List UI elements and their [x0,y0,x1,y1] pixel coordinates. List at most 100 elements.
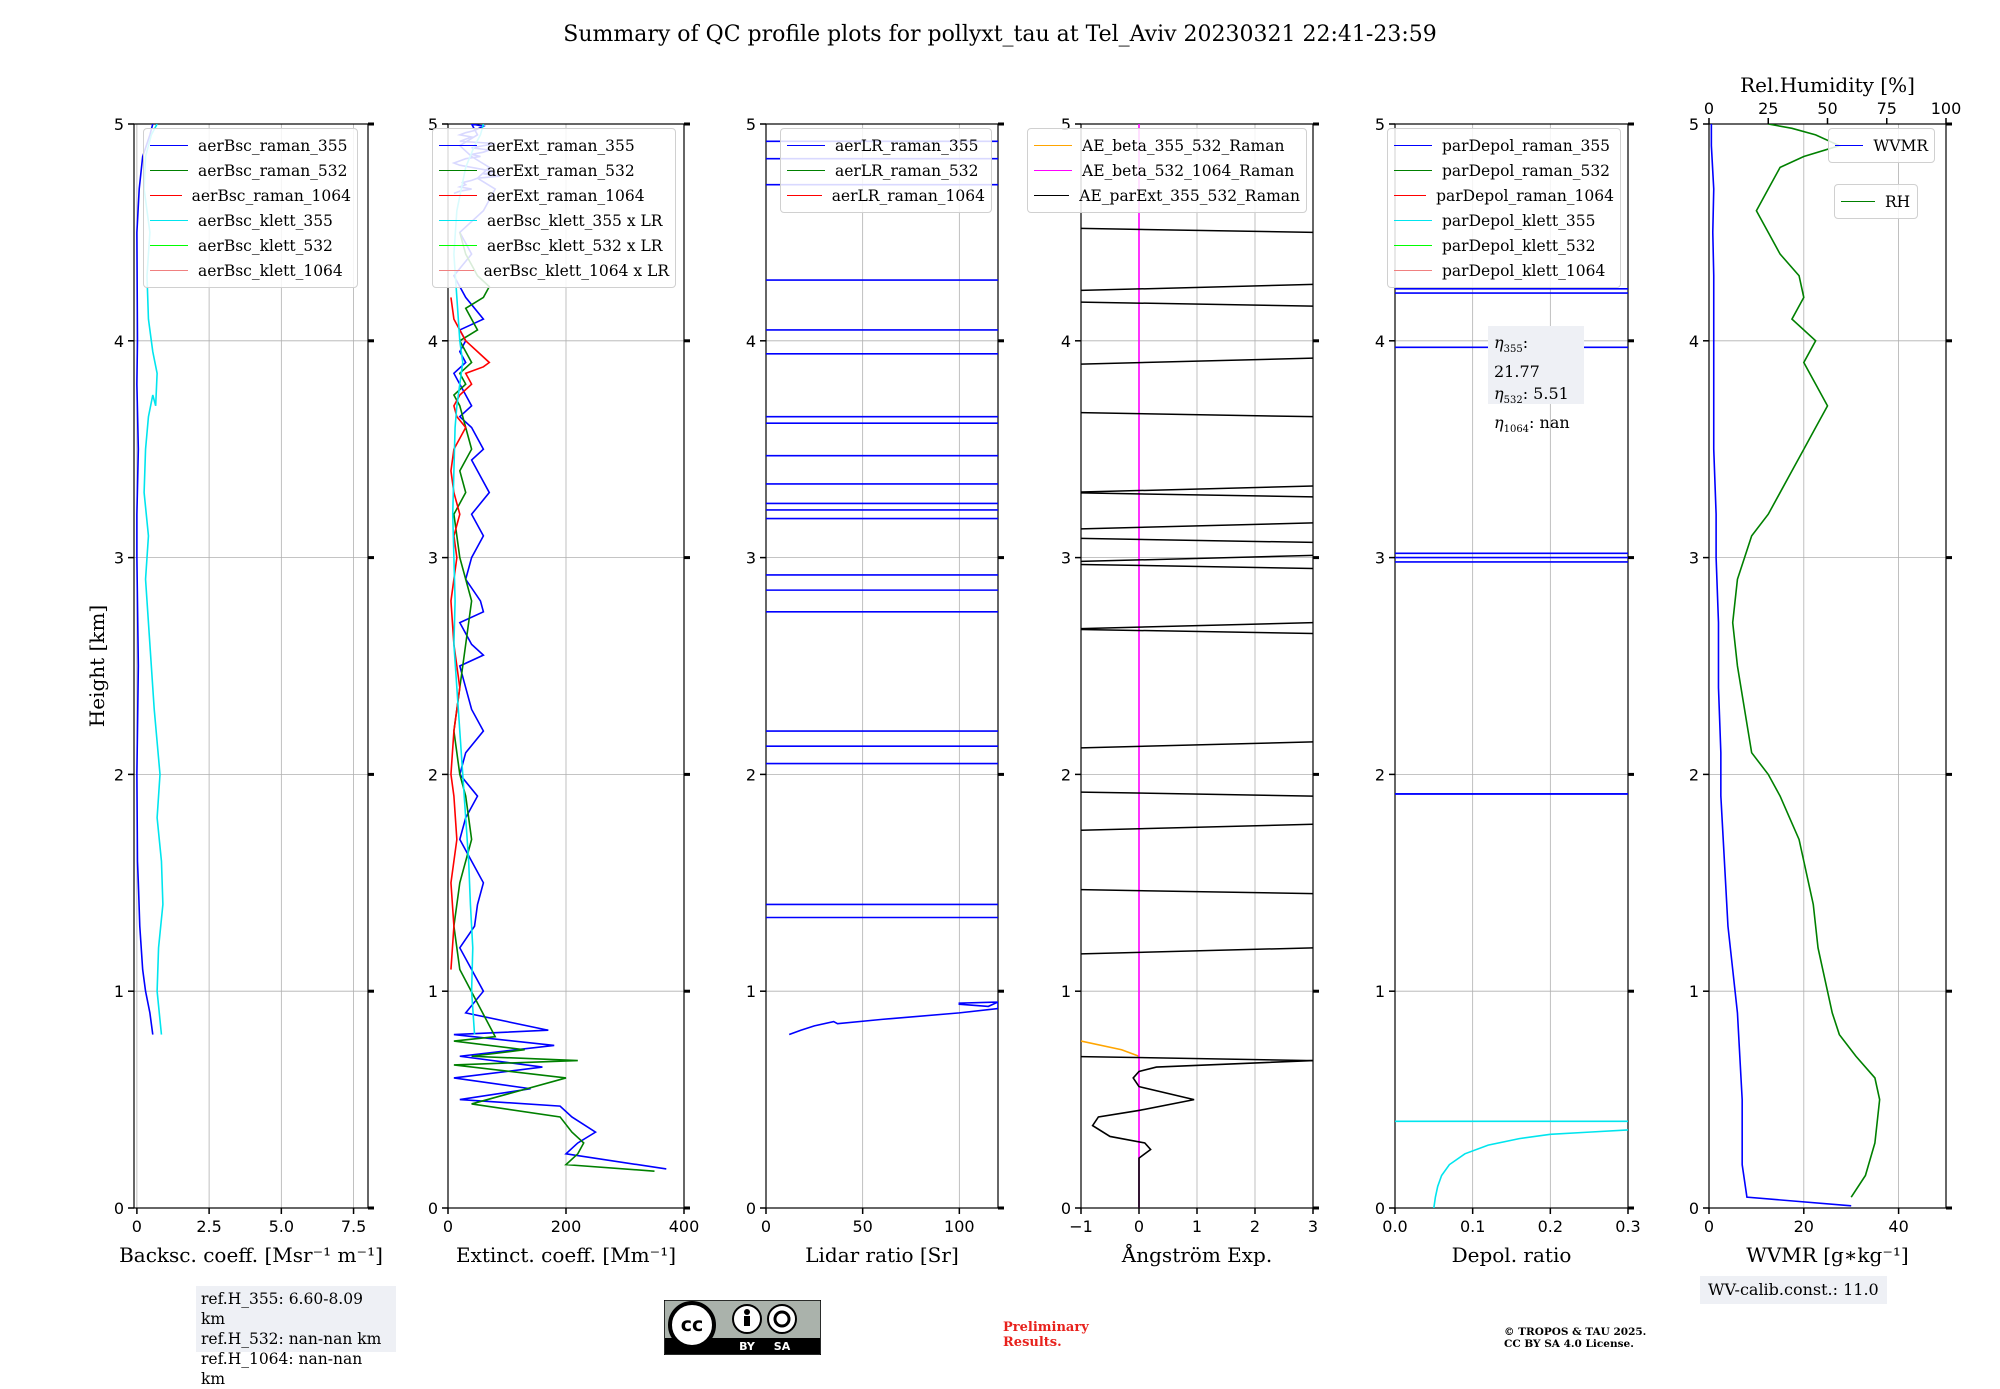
lr-legend: aerLR_raman_355 aerLR_raman_532 aerLR_rama… [780,128,992,213]
legend-entry: aerExt_raman_1064 [439,183,669,208]
ae-xtick-label: −1 [1069,1217,1093,1236]
lr-xtick-label: 100 [944,1217,975,1236]
ae-series-segment [1080,791,1314,797]
ae-xtick-label: 2 [1250,1217,1260,1236]
wv-axes-frame [1708,123,1947,1209]
ext-series-aerext-raman-532 [452,232,655,1172]
legend-entry: aerBsc_klett_1064 [150,258,351,283]
bsc-ytick-label: 5 [114,115,124,134]
rh-legend: RH [1834,184,1918,219]
wv-legend: WVMR [1828,128,1935,163]
ext-ytick-label: 5 [428,115,438,134]
depol-xlabel: Depol. ratio [1452,1243,1572,1267]
ae-ytick-label: 1 [1061,982,1071,1001]
wv-series-rh [1731,124,1881,1198]
legend-label: AE_beta_532_1064_Raman [1082,161,1295,180]
ae-series-segment [1080,485,1314,493]
bsc-ytick-label: 1 [114,982,124,1001]
lr-ytick-label: 0 [746,1199,756,1218]
wv-ytick-label: 1 [1689,982,1699,1001]
depol-xtick-label: 0.3 [1615,1217,1640,1236]
depol-series-pardepol-klett-355 [1433,1129,1628,1208]
copyright-note: © TROPOS & TAU 2025. CC BY SA 4.0 Licens… [1504,1326,1647,1350]
ae-series-segment [1080,357,1314,365]
bsc-axes-frame [133,123,369,1209]
legend-label: aerBsc_klett_355 x LR [487,211,663,230]
legend-swatch [1394,170,1432,171]
ae-series-segment [1080,563,1314,570]
wv-ytick-label: 4 [1689,332,1699,351]
ae-xlabel: Ångström Exp. [1121,1242,1272,1267]
legend-swatch [1394,195,1427,196]
legend-label: aerBsc_klett_532 x LR [487,236,663,255]
lr-axes-frame [765,123,999,1209]
wv-ytick-label: 2 [1689,765,1699,784]
depol-xtick-label: 0.2 [1538,1217,1563,1236]
legend-label: aerBsc_raman_355 [198,136,348,155]
ext-xtick-label: 0 [443,1217,453,1236]
legend-label: parDepol_raman_1064 [1436,186,1614,205]
legend-swatch [439,220,477,221]
svg-text:cc: cc [681,1314,704,1336]
legend-swatch [150,270,188,271]
depol-ytick-label: 5 [1375,115,1385,134]
legend-entry: parDepol_klett_532 [1394,233,1614,258]
legend-entry: parDepol_raman_532 [1394,158,1614,183]
lr-ytick-label: 5 [746,115,756,134]
legend-swatch [1394,145,1432,146]
lr-xlabel: Lidar ratio [Sr] [805,1243,959,1267]
legend-swatch [150,220,188,221]
ae-series-segment [1080,554,1314,563]
preliminary-results-note: Preliminary Results. [1003,1320,1089,1350]
legend-swatch [1034,170,1072,171]
legend-swatch [1394,245,1432,246]
legend-label: AE_beta_355_532_Raman [1082,136,1285,155]
ref-height-1064: ref.H_1064: nan-nan km [201,1350,363,1388]
legend-entry: AE_parExt_355_532_Raman [1034,183,1300,208]
depol-xtick-label: 0.0 [1382,1217,1407,1236]
ext-ytick-label: 2 [428,765,438,784]
legend-entry: aerExt_raman_532 [439,158,669,183]
lr-xtick-label: 0 [761,1217,771,1236]
legend-label: parDepol_klett_1064 [1442,261,1606,280]
legend-swatch [787,170,825,171]
legend-entry: aerLR_raman_1064 [787,183,985,208]
ae-ytick-label: 0 [1061,1199,1071,1218]
legend-entry: AE_beta_355_532_Raman [1034,133,1300,158]
legend-entry: aerBsc_klett_355 x LR [439,208,669,233]
legend-swatch [439,195,477,196]
bsc-xtick-label: 5.0 [269,1217,294,1236]
ext-series-aerext-raman-1064 [450,297,491,970]
ref-height-355: ref.H_355: 6.60-8.09 km [201,1290,363,1328]
lr-ytick-label: 3 [746,549,756,568]
lr-ytick-label: 4 [746,332,756,351]
ext-legend: aerExt_raman_355 aerExt_raman_532 aerExt_r… [432,128,676,288]
bsc-ytick-label: 0 [114,1199,124,1218]
legend-entry: parDepol_klett_355 [1394,208,1614,233]
rh-xtick-label: 25 [1758,99,1778,118]
depol-ytick-label: 4 [1375,332,1385,351]
legend-entry: aerLR_raman_532 [787,158,985,183]
ae-series-segment [1080,301,1314,307]
legend-label: aerExt_raman_532 [487,161,635,180]
legend-entry: aerExt_raman_355 [439,133,669,158]
legend-swatch [439,245,477,246]
legend-label: parDepol_klett_532 [1442,236,1596,255]
ext-ytick-label: 0 [428,1199,438,1218]
legend-entry: aerBsc_klett_1064 x LR [439,258,669,283]
legend-swatch [439,170,477,171]
lr-ytick-label: 2 [746,765,756,784]
ext-xtick-label: 200 [551,1217,582,1236]
legend-label: WVMR [1873,136,1928,155]
legend-swatch [1835,145,1864,146]
legend-entry: RH [1841,189,1911,214]
ae-series-segment [1080,888,1314,895]
legend-swatch [1841,201,1875,202]
legend-label: RH [1885,192,1911,211]
bsc-legend: aerBsc_raman_355 aerBsc_raman_532 aerBsc_r… [143,128,358,288]
ae-xtick-label: 0 [1134,1217,1144,1236]
legend-label: aerBsc_klett_532 [198,236,333,255]
legend-label: aerLR_raman_1064 [831,186,985,205]
legend-swatch [150,170,188,171]
legend-swatch [787,195,822,196]
